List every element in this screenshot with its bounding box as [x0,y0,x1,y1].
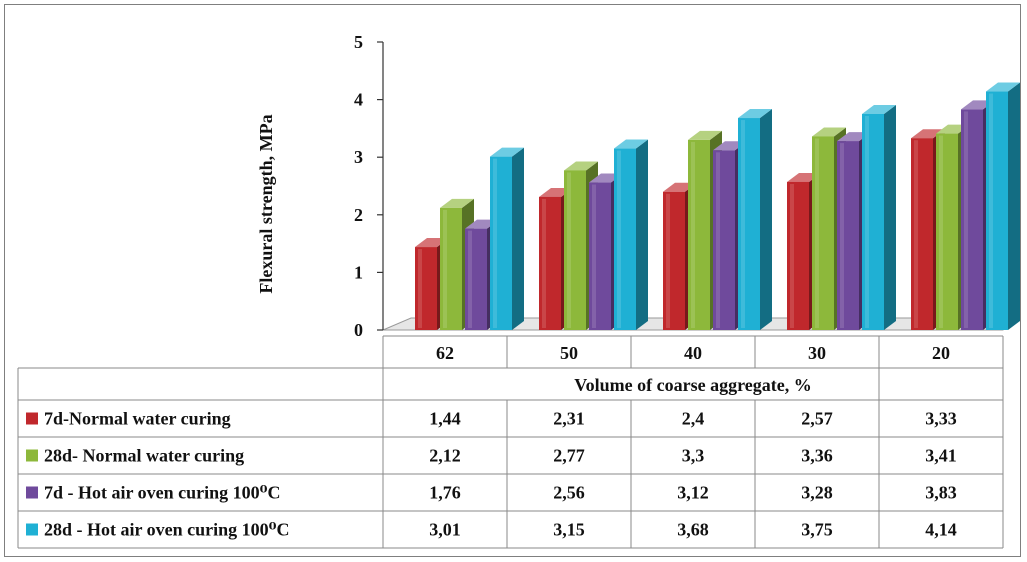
bar [614,139,648,330]
y-axis: 0 1 2 3 4 5 [354,32,384,340]
bar-top-face [812,127,846,137]
bar-highlight [691,141,695,328]
bar-side-face [884,105,896,330]
x-tick-label: 40 [684,343,702,363]
legend-swatch [26,449,38,462]
data-label: 2,12 [429,446,461,466]
bar-highlight [567,172,571,328]
x-tick-label: 62 [436,343,454,363]
data-label: 3,01 [429,520,461,540]
y-tick-label: 3 [354,147,363,167]
y-tick-label: 4 [354,90,363,110]
bar-highlight [468,230,472,328]
bar-highlight [815,138,819,328]
data-label: 3,41 [925,446,957,466]
bar-highlight [964,111,968,328]
bar-highlight [716,152,720,328]
legend-swatch [26,523,38,536]
data-label: 1,76 [429,483,461,503]
data-label: 3,68 [677,520,709,540]
x-tick-label: 30 [808,343,826,363]
bar-highlight [989,93,993,328]
y-axis-label: Flexural strength, MPa [256,114,276,293]
x-axis-label: Volume of coarse aggregate, % [574,375,811,395]
bar-highlight [617,150,621,328]
bar-highlight [542,198,546,328]
data-label: 2,77 [553,446,585,466]
data-label: 3,83 [925,483,957,503]
bar-top-face [911,129,945,139]
bar [490,147,524,330]
legend-swatch [26,412,38,425]
chart-frame [4,4,1021,557]
data-label: 3,28 [801,483,833,503]
legend-entry: 28d - Hot air oven curing 100⁰C [44,520,290,540]
bar-top-face [440,198,474,208]
bar [986,82,1020,330]
data-label: 2,56 [553,483,585,503]
legend-swatch [26,486,38,499]
x-tick-label: 20 [932,343,950,363]
bar-highlight [790,183,794,328]
bar-highlight [666,193,670,328]
data-label: 4,14 [925,520,957,540]
bar-highlight [493,158,497,328]
bar-top-face [738,109,772,119]
bar-side-face [1008,82,1020,330]
data-label: 3,12 [677,483,709,503]
bar-highlight [741,120,745,328]
bar-highlight [592,184,596,328]
legend-entry: 28d- Normal water curing [44,446,244,466]
bar-top-face [614,139,648,149]
data-label: 3,36 [801,446,833,466]
data-table: 62 50 40 30 20 Volume of coarse aggregate, % 7… [17,335,1004,549]
y-tick-label: 0 [354,320,363,340]
data-label: 3,3 [682,446,705,466]
data-label: 3,33 [925,409,957,429]
bar-highlight [865,116,869,328]
bar-side-face [760,109,772,330]
legend-entry: 7d-Normal water curing [44,409,231,429]
bar-highlight [443,209,447,328]
data-label: 1,44 [429,409,461,429]
bar-highlight [840,143,844,328]
legend-entry: 7d - Hot air oven curing 100⁰C [44,483,281,503]
bar-highlight [939,135,943,328]
data-label: 2,4 [682,409,705,429]
data-label: 3,15 [553,520,585,540]
data-label: 2,57 [801,409,833,429]
x-tick-label: 50 [560,343,578,363]
y-tick-label: 2 [354,205,363,225]
bar-highlight [914,140,918,328]
bar-side-face [512,147,524,330]
data-label: 2,31 [553,409,585,429]
bar-top-face [490,147,524,157]
y-tick-label: 5 [354,32,363,52]
bar-highlight [418,249,422,328]
bar [862,105,896,330]
bar-top-face [862,105,896,114]
bar-top-face [564,161,598,171]
bar-top-face [986,82,1020,92]
y-tick-label: 1 [354,262,363,282]
bar-top-face [688,130,722,140]
bar-side-face [636,139,648,330]
bar [738,109,772,330]
bars-group [415,82,1020,331]
data-label: 3,75 [801,520,833,540]
